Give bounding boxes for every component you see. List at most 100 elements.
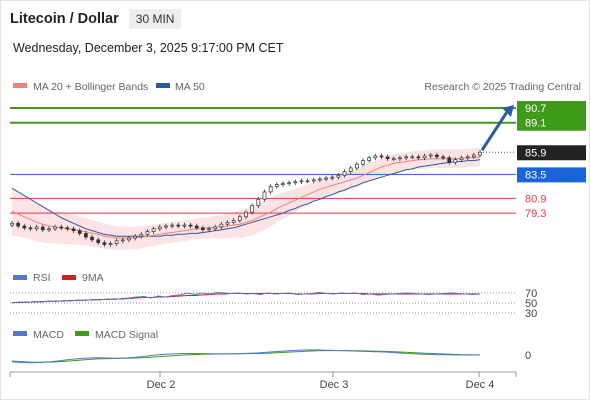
rsi-legend-swatch xyxy=(13,275,27,280)
candle-body xyxy=(16,222,21,227)
candle-body xyxy=(281,183,285,185)
x-tick-label-dec2: Dec 2 xyxy=(147,379,176,391)
ma50-line xyxy=(11,159,481,237)
bollinger-band xyxy=(12,147,480,250)
macd-panel: 0 xyxy=(11,349,531,364)
rsi-level-label: 50 xyxy=(525,298,537,310)
candle-body xyxy=(379,155,384,158)
candle-body xyxy=(170,224,174,227)
candle-body xyxy=(237,216,242,221)
candle-body xyxy=(299,180,304,183)
candle-body xyxy=(10,222,14,226)
candle-body xyxy=(219,223,224,228)
ma20-legend-label: MA 20 + Bollinger Bands xyxy=(33,81,148,93)
candle-body xyxy=(108,243,113,245)
candle-body xyxy=(120,239,125,242)
candle-body xyxy=(336,174,341,178)
candle-body xyxy=(441,156,445,159)
rsi-legend-label: RSI xyxy=(33,272,51,284)
candle-body xyxy=(114,240,119,244)
candle-body xyxy=(404,156,408,159)
candle-body xyxy=(459,157,464,160)
candle-body xyxy=(71,228,76,231)
candle-body xyxy=(367,157,372,161)
candle-body xyxy=(330,176,335,179)
candle-body xyxy=(354,163,359,169)
level-tag-pivot: 83.5 xyxy=(525,169,546,181)
candle-body xyxy=(133,235,138,239)
candle-body xyxy=(428,154,433,157)
rsi-level-label: 30 xyxy=(525,308,537,320)
ma50-legend-swatch xyxy=(156,83,170,88)
candle-body xyxy=(96,239,101,243)
candle-body xyxy=(65,227,70,230)
candle-body xyxy=(40,226,45,231)
candle-body xyxy=(194,225,199,229)
candle-body xyxy=(293,181,298,184)
timeframe-badge[interactable]: 30 MIN xyxy=(128,9,182,29)
rsi-legend: RSI 9MA xyxy=(13,272,104,284)
level-tag-last-bg xyxy=(517,145,586,161)
candle-body xyxy=(244,211,248,218)
price-panel xyxy=(10,104,516,250)
rsi-level-label: 70 xyxy=(525,288,537,300)
macd-signal-legend-swatch xyxy=(75,331,89,336)
candle-body xyxy=(465,156,470,159)
candle-body xyxy=(207,228,211,231)
candle-body xyxy=(164,225,168,228)
ma20-legend-swatch xyxy=(13,83,27,88)
ma9-legend-swatch xyxy=(62,275,76,280)
candle-body xyxy=(447,157,452,163)
candle-body xyxy=(416,156,421,159)
candle-body xyxy=(478,151,482,156)
candle-body xyxy=(34,226,39,230)
candle-body xyxy=(373,155,378,159)
candle-body xyxy=(256,198,261,207)
candle-body xyxy=(422,155,427,159)
candle-body xyxy=(262,191,267,200)
ma20-line xyxy=(11,156,481,239)
candle-body xyxy=(157,226,162,230)
x-tick-label-dec3: Dec 3 xyxy=(320,379,349,391)
candle-body xyxy=(77,230,82,234)
main-legend: MA 20 + Bollinger Bands MA 50 Research ©… xyxy=(13,81,581,93)
candle-body xyxy=(188,224,193,227)
level-tag-resistance: 90.7 xyxy=(525,103,546,115)
candle-body xyxy=(182,224,187,227)
candle-body xyxy=(127,237,131,241)
level-tag-support: 80.9 xyxy=(525,193,546,205)
x-axis: Dec 2 Dec 3 Dec 4 xyxy=(9,371,517,391)
macd-legend-label: MACD xyxy=(33,329,64,341)
rsi-ma-line xyxy=(12,293,480,303)
x-tick-label-dec4: Dec 4 xyxy=(466,379,495,391)
level-tag-last: 85.9 xyxy=(525,147,546,159)
candle-body xyxy=(268,186,273,193)
macd-legend: MACD MACD Signal xyxy=(13,329,158,341)
candle-body xyxy=(84,233,88,238)
candle-body xyxy=(453,159,458,163)
candle-body xyxy=(53,226,57,230)
rsi-line xyxy=(11,291,481,304)
forecast-arrow-head xyxy=(502,104,514,117)
candle-body xyxy=(213,226,218,230)
candle-body xyxy=(59,226,64,229)
level-tag-support: 79.3 xyxy=(525,208,546,220)
ma50-legend-label: MA 50 xyxy=(175,81,205,93)
level-tag-resistance-bg xyxy=(517,100,586,116)
candle-body xyxy=(342,171,347,176)
macd-zero-label: 0 xyxy=(525,350,531,362)
candle-body xyxy=(250,205,255,213)
macd-signal-legend-label: MACD Signal xyxy=(95,329,158,341)
forecast-arrow-shaft xyxy=(480,111,509,152)
candle-body xyxy=(22,225,27,229)
macd-signal-line xyxy=(11,350,481,363)
candle-body xyxy=(102,242,107,245)
macd-line xyxy=(11,349,480,364)
chart-datetime: Wednesday, December 3, 2025 9:17:00 PM C… xyxy=(13,41,284,55)
candle-body xyxy=(287,182,291,185)
candle-body xyxy=(471,154,476,158)
candle-body xyxy=(90,236,94,241)
price-level-tags: 90.7 89.1 85.9 83.5 80.9 79.3 xyxy=(517,100,586,220)
